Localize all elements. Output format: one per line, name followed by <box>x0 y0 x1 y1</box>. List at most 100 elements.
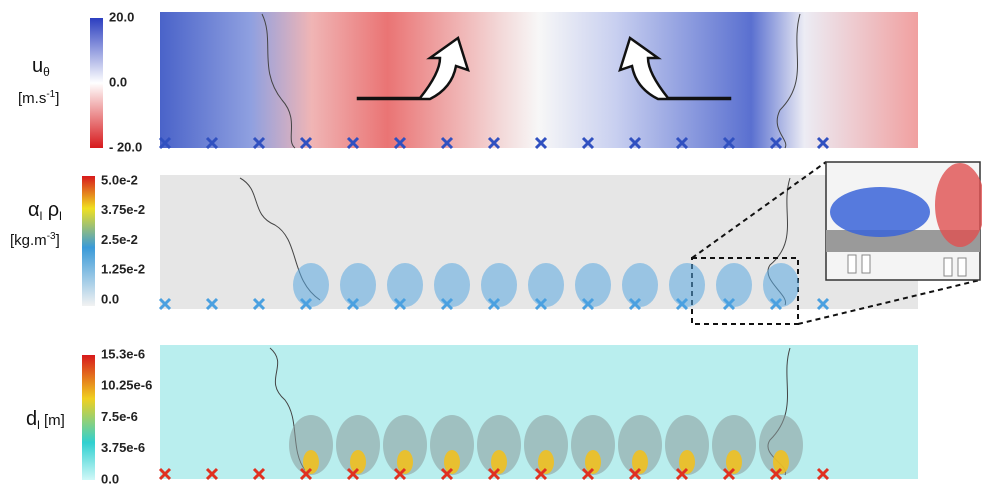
injector <box>440 297 454 311</box>
injector <box>816 297 830 311</box>
injector <box>393 136 407 150</box>
injector <box>534 297 548 311</box>
injector <box>816 136 830 150</box>
spray-plume <box>622 263 658 307</box>
injector <box>769 136 783 150</box>
spray-plume <box>759 415 803 475</box>
injector <box>722 297 736 311</box>
colorbar-tick-label: 3.75e-6 <box>101 440 145 455</box>
zoom-line <box>797 279 981 325</box>
colorbar-label: uθ <box>32 55 50 79</box>
injector <box>346 136 360 150</box>
spray-plume <box>669 263 705 307</box>
colorbar-tick-label: 7.5e-6 <box>101 409 138 424</box>
injector <box>581 297 595 311</box>
spray-plume <box>571 415 615 475</box>
injector <box>299 136 313 150</box>
spray-plume <box>293 263 329 307</box>
spray-plume <box>336 415 380 475</box>
injector <box>346 297 360 311</box>
injector <box>252 297 266 311</box>
colorbar-unit: [kg.m-3] <box>10 231 60 249</box>
contour <box>261 13 296 149</box>
injector <box>769 297 783 311</box>
injector <box>628 297 642 311</box>
spray-plume <box>618 415 662 475</box>
colorbar-tick-label: 20.0 <box>109 9 134 24</box>
spray-core <box>726 450 742 474</box>
colorbar-tick-label: 0.0 <box>101 471 119 486</box>
injector <box>487 136 501 150</box>
injector <box>346 467 360 481</box>
spray-core <box>303 450 319 474</box>
injector <box>158 136 172 150</box>
colorbar <box>82 355 95 480</box>
spray-core <box>444 450 460 474</box>
injector <box>675 467 689 481</box>
colorbar-tick-label: 15.3e-6 <box>101 346 145 361</box>
spray-plume <box>383 415 427 475</box>
spray-plume <box>387 263 423 307</box>
colorbar-unit: [m.s-1] <box>18 89 59 107</box>
injector <box>487 467 501 481</box>
injector <box>158 297 172 311</box>
injector <box>393 297 407 311</box>
spray-plume <box>524 415 568 475</box>
colorbar-tick-label: 5.0e-2 <box>101 172 138 187</box>
colorbar-tick-label: 0.0 <box>101 291 119 306</box>
injector <box>722 467 736 481</box>
spray-plume <box>575 263 611 307</box>
injector <box>769 467 783 481</box>
injector <box>252 467 266 481</box>
spray-plume <box>434 263 470 307</box>
colorbar-tick-label: 10.25e-6 <box>101 378 152 393</box>
spray-core <box>397 450 413 474</box>
spray-core <box>679 450 695 474</box>
injector <box>440 136 454 150</box>
spray-plume <box>430 415 474 475</box>
contour <box>776 13 801 149</box>
spray-core <box>585 450 601 474</box>
spray-core <box>491 450 507 474</box>
injector <box>487 297 501 311</box>
injector <box>675 297 689 311</box>
spray-plume <box>289 415 333 475</box>
injector <box>205 467 219 481</box>
injector <box>205 136 219 150</box>
injector <box>205 297 219 311</box>
injector <box>722 136 736 150</box>
colorbar-tick-label: 0.0 <box>109 74 127 89</box>
injector <box>299 467 313 481</box>
spray-plume <box>477 415 521 475</box>
colorbar-tick-label: 3.75e-2 <box>101 202 145 217</box>
injector <box>816 467 830 481</box>
spray-core <box>632 450 648 474</box>
spray-plume <box>481 263 517 307</box>
injector <box>581 136 595 150</box>
injector <box>534 467 548 481</box>
spray-core <box>773 450 789 474</box>
spray-plume <box>528 263 564 307</box>
injector <box>534 136 548 150</box>
injector <box>675 136 689 150</box>
spray-plume <box>712 415 756 475</box>
spray-core <box>538 450 554 474</box>
colorbar <box>82 176 95 306</box>
colorbar-label: αl ρl <box>28 199 62 223</box>
colorbar-tick-label: 2.5e-2 <box>101 232 138 247</box>
spray-plume <box>340 263 376 307</box>
injector <box>628 467 642 481</box>
flow-arrow <box>356 35 470 101</box>
spray-core <box>350 450 366 474</box>
colorbar-tick-label: - 20.0 <box>109 139 142 154</box>
zoom-line <box>691 161 827 259</box>
injector <box>628 136 642 150</box>
injector <box>252 136 266 150</box>
colorbar-label: dl [m] <box>26 408 65 432</box>
injector <box>393 467 407 481</box>
injector <box>440 467 454 481</box>
colorbar-tick-label: 1.25e-2 <box>101 262 145 277</box>
injector <box>581 467 595 481</box>
colorbar <box>90 18 103 148</box>
